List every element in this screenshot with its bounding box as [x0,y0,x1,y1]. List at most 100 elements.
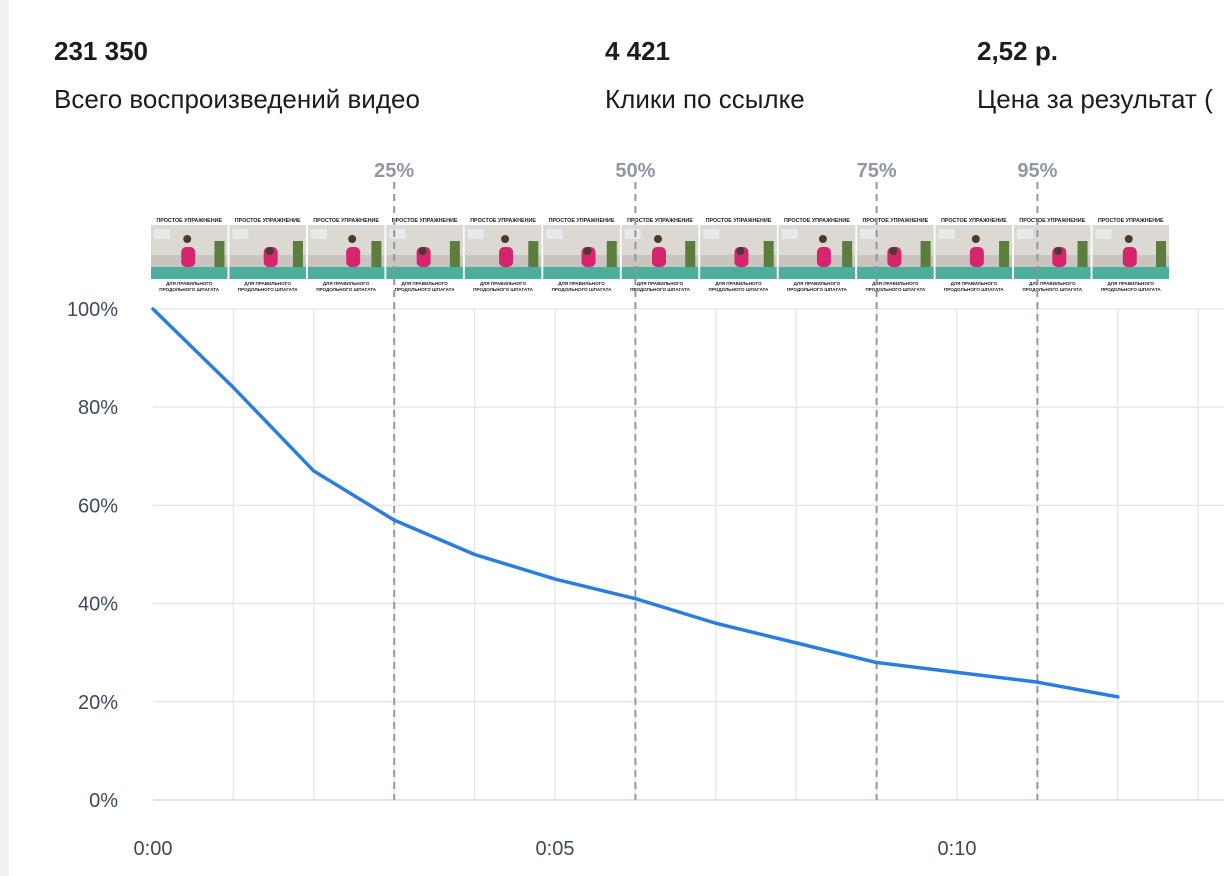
thumbnail-figure-head [583,247,592,255]
y-tick-label: 40% [78,594,118,616]
thumbnail-caption-top: ПРОСТОЕ УПРАЖНЕНИЕ [1098,218,1164,224]
thumbnail-figure [816,247,831,267]
video-thumbnail: ПРОСТОЕ УПРАЖНЕНИЕ ДЛЯ ПРАВИЛЬНОГОПРОДОЛЬ… [1013,211,1092,293]
thumbnail-mat [621,267,699,279]
quartile-marker-label: 50% [615,160,655,182]
thumbnail-caption-bottom: ДЛЯ ПРАВИЛЬНОГО [323,281,370,286]
video-thumbnail: ПРОСТОЕ УПРАЖНЕНИЕ ДЛЯ ПРАВИЛЬНОГОПРОДОЛЬ… [150,211,229,293]
thumbnail-mat [543,267,620,279]
quartile-marker-label: 75% [857,160,897,182]
thumbnail-caption-bottom: ПРОДОЛЬНОГО ШПАГАТА [316,287,377,292]
thumbnail-caption-bottom: ПРОДОЛЬНОГО ШПАГАТА [159,287,220,292]
thumbnail-caption-top: ПРОСТОЕ УПРАЖНЕНИЕ [784,218,850,224]
retention-point [955,670,959,674]
thumbnail-figure [181,247,196,267]
retention-point [1116,695,1120,699]
video-thumbnail: ПРОСТОЕ УПРАЖНЕНИЕ ДЛЯ ПРАВИЛЬНОГОПРОДОЛЬ… [306,211,386,293]
thumbnail-caption-bottom: ДЛЯ ПРАВИЛЬНОГО [1108,281,1155,286]
retention-point [714,621,718,625]
thumbnail-figure-head [1124,235,1133,243]
thumbnail-figure-head [889,247,898,255]
thumbnail-caption-bottom: ДЛЯ ПРАВИЛЬНОГО [1029,281,1076,286]
thumbnail-figure [1122,247,1137,267]
thumbnail-lamp [310,229,327,239]
retention-point [231,385,235,390]
left-panel-border [0,0,9,876]
video-thumbnail: ПРОСТОЕ УПРАЖНЕНИЕ ДЛЯ ПРАВИЛЬНОГОПРОДОЛЬ… [542,211,621,293]
thumbnail-lamp [467,229,484,239]
thumbnail-figure-head [348,235,357,243]
retention-point [553,577,557,581]
thumbnail-figure-head [265,247,274,255]
thumbnail-figure-head [736,247,745,255]
thumbnail-caption-top: ПРОСТОЕ УПРАЖНЕНИЕ [863,218,929,224]
thumbnail-caption-bottom: ДЛЯ ПРАВИЛЬНОГО [244,281,291,286]
thumbnail-caption-top: ПРОСТОЕ УПРАЖНЕНИЕ [1019,218,1085,224]
thumbnail-caption-top: ПРОСТОЕ УПРАЖНЕНИЕ [627,218,693,224]
thumbnail-figure-head [183,235,192,243]
x-tick-label: 0:00 [134,838,173,860]
stat-label: Цена за результат ( [977,84,1213,114]
retention-point [794,641,798,645]
thumbnail-caption-top: ПРОСТОЕ УПРАЖНЕНИЕ [156,218,222,224]
grid [153,308,1224,801]
thumbnail-caption-top: ПРОСТОЕ УПРАЖНЕНИЕ [235,218,301,224]
thumbnail-caption-bottom: ПРОДОЛЬНОГО ШПАГАТА [944,287,1005,292]
thumbnail-caption-bottom: ПРОДОЛЬНОГО ШПАГАТА [552,287,613,292]
thumbnail-caption-bottom: ПРОДОЛЬНОГО ШПАГАТА [1022,287,1083,292]
stat-value: 4 421 [605,36,671,66]
thumbnail-figure [499,247,514,267]
thumbnail-plant [999,241,1010,267]
thumbnail-caption-bottom: ДЛЯ ПРАВИЛЬНОГО [401,281,448,286]
thumbnail-figure-head [971,235,980,243]
thumbnail-caption-bottom: ПРОДОЛЬНОГО ШПАГАТА [473,287,534,292]
thumbnail-mat [1092,267,1169,279]
thumbnail-caption-bottom: ПРОДОЛЬНОГО ШПАГАТА [709,287,770,292]
retention-point [473,552,477,557]
thumbnail-mat [935,267,1013,279]
thumbnail-caption-bottom: ПРОДОЛЬНОГО ШПАГАТА [787,287,848,292]
retention-point [151,307,155,311]
thumbnail-plant [685,241,696,267]
stat-value: 231 350 [54,36,148,66]
thumbnail-plant [1156,241,1166,267]
thumbnail-caption-bottom: ДЛЯ ПРАВИЛЬНОГО [951,281,998,286]
video-thumbnail: ПРОСТОЕ УПРАЖНЕНИЕ ДЛЯ ПРАВИЛЬНОГОПРОДОЛЬ… [934,211,1014,293]
thumbnail-mat [386,267,463,279]
thumbnail-lamp [232,229,249,239]
thumbnail-figure-head [501,235,510,243]
thumbnail-caption-bottom: ПРОДОЛЬНОГО ШПАГАТА [1101,287,1162,292]
thumbnail-caption-top: ПРОСТОЕ УПРАЖНЕНИЕ [549,218,615,224]
thumbnail-plant [920,241,931,267]
video-thumbnail: ПРОСТОЕ УПРАЖНЕНИЕ ДЛЯ ПРАВИЛЬНОГОПРОДОЛЬ… [385,211,464,293]
thumbnail-mat [857,267,934,279]
thumbnail-mat [778,267,856,279]
y-tick-label: 100% [67,299,118,321]
thumbnail-lamp [546,229,563,239]
thumbnail-caption-bottom: ДЛЯ ПРАВИЛЬНОГО [872,281,919,286]
thumbnail-plant [214,241,225,267]
thumbnail-mat [229,267,306,279]
thumbnail-plant [842,241,853,267]
retention-point [392,518,396,522]
thumbnail-plant [292,241,303,267]
video-thumbnail: ПРОСТОЕ УПРАЖНЕНИЕ ДЛЯ ПРАВИЛЬНОГОПРОДОЛЬ… [777,211,857,293]
thumbnail-lamp [703,229,720,239]
x-tick-label: 0:10 [938,838,977,860]
thumbnail-mat [307,267,385,279]
y-tick-label: 60% [78,495,118,517]
quartile-marker-label: 25% [374,160,414,182]
thumbnail-caption-bottom: ПРОДОЛЬНОГО ШПАГАТА [865,287,926,292]
thumbnail-caption-top: ПРОСТОЕ УПРАЖНЕНИЕ [313,218,379,224]
video-thumbnail: ПРОСТОЕ УПРАЖНЕНИЕ ДЛЯ ПРАВИЛЬНОГОПРОДОЛЬ… [699,211,778,293]
thumbnail-caption-top: ПРОСТОЕ УПРАЖНЕНИЕ [941,218,1007,224]
stat-label: Всего воспроизведений видео [54,84,420,114]
thumbnail-caption-bottom: ДЛЯ ПРАВИЛЬНОГО [558,281,605,286]
thumbnail-figure-head [818,235,827,243]
thumbnail-figure [652,247,666,267]
video-thumbnail: ПРОСТОЕ УПРАЖНЕНИЕ ДЛЯ ПРАВИЛЬНОГОПРОДОЛЬ… [228,211,307,293]
thumbnail-lamp [624,229,641,239]
thumbnail-caption-bottom: ДЛЯ ПРАВИЛЬНОГО [480,281,527,286]
